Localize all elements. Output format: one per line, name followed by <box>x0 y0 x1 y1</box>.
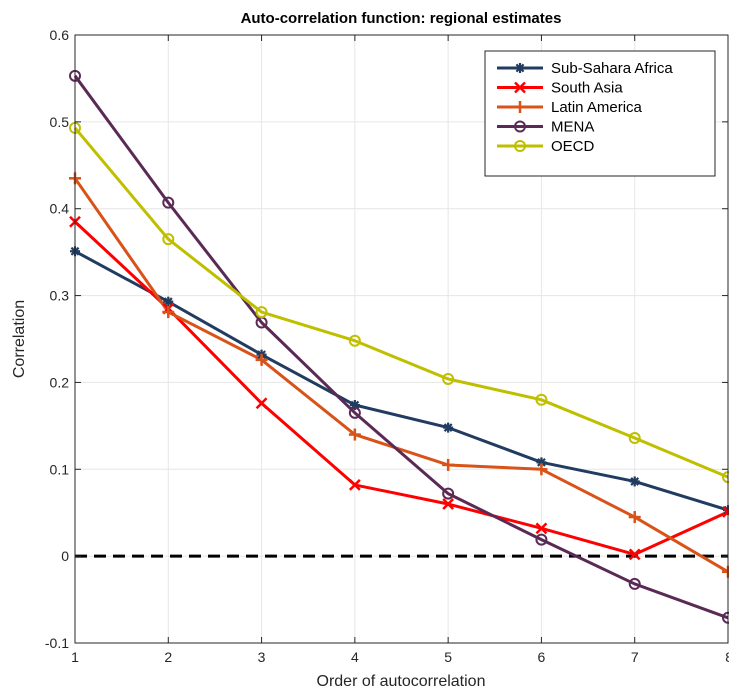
data-point-south-asia <box>442 498 455 510</box>
legend-label: MENA <box>551 119 594 136</box>
y-tick-label: 0.5 <box>50 114 70 130</box>
data-point-south-asia <box>535 522 548 535</box>
legend-item-mena: MENA <box>497 119 594 136</box>
data-point-latin-america <box>442 458 455 471</box>
data-point-oecd <box>255 306 268 319</box>
series-lines <box>73 74 729 620</box>
data-point-oecd <box>348 334 361 347</box>
series-line-latin-america <box>73 177 729 574</box>
data-point-sub-sahara-africa <box>443 422 454 433</box>
data-point-mena <box>442 487 455 500</box>
x-tick-label: 3 <box>258 649 266 665</box>
data-point-oecd <box>162 233 175 246</box>
legend-item-sub-sahara-africa: Sub-Sahara Africa <box>497 60 673 77</box>
data-point-latin-america <box>535 463 548 476</box>
legend-label: OECD <box>551 138 595 155</box>
data-point-oecd <box>535 393 548 406</box>
axes-box <box>74 34 729 644</box>
y-tick-label: 0.2 <box>50 374 70 390</box>
legend-label: South Asia <box>551 80 623 97</box>
data-point-sub-sahara-africa <box>629 476 640 487</box>
y-tick-label: 0.4 <box>50 201 70 217</box>
data-point-latin-america <box>628 511 641 524</box>
data-point-latin-america <box>162 306 175 319</box>
data-point-mena <box>348 406 361 419</box>
data-point-mena <box>628 577 641 590</box>
axes <box>74 34 729 644</box>
data-point-oecd <box>628 432 641 445</box>
legend-item-latin-america: Latin America <box>497 99 643 116</box>
chart-title: Auto-correlation function: regional esti… <box>241 10 562 27</box>
legend-label: Sub-Sahara Africa <box>551 60 673 77</box>
data-point-latin-america <box>255 353 268 366</box>
y-tick-label: 0.3 <box>50 288 70 304</box>
series-line-oecd <box>73 126 729 479</box>
series-line-sub-sahara-africa <box>74 249 729 512</box>
series-line-mena <box>73 74 729 620</box>
y-tick-label: 0.1 <box>50 461 70 477</box>
data-point-oecd <box>442 372 455 385</box>
legend: Sub-Sahara Africa South Asia Latin America… <box>484 50 716 177</box>
data-point-sub-sahara-africa <box>536 457 547 468</box>
legend-marker <box>514 101 526 113</box>
data-point-mena <box>535 533 548 546</box>
x-tick-label: 6 <box>538 649 546 665</box>
data-point-south-asia <box>255 397 268 410</box>
data-point-south-asia <box>348 479 361 491</box>
x-tick-label: 5 <box>444 649 452 665</box>
legend-marker <box>514 81 526 94</box>
tick-labels: 1 2 3 4 5 6 7 8 -0.1 0 0.1 0.2 0.3 0.4 0.5 0.6 <box>45 27 729 665</box>
legend-marker <box>514 140 526 152</box>
y-tick-label: 0 <box>61 548 69 564</box>
legend-marker <box>514 120 526 133</box>
x-tick-label: 1 <box>71 649 79 665</box>
series-line-south-asia <box>73 220 729 556</box>
data-point-south-asia <box>628 548 641 561</box>
x-tick-label: 8 <box>725 649 729 665</box>
data-point-sub-sahara-africa <box>163 296 174 307</box>
x-axis-label: Order of autocorrelation <box>317 673 486 690</box>
data-point-mena <box>162 196 175 209</box>
legend-label: Latin America <box>551 99 643 116</box>
y-tick-label: 0.6 <box>50 27 70 43</box>
legend-item-south-asia: South Asia <box>497 80 623 97</box>
legend-marker <box>515 63 525 73</box>
y-axis-label: Correlation <box>11 300 28 378</box>
series-markers <box>69 69 729 624</box>
y-tick-label: -0.1 <box>45 635 69 651</box>
x-tick-label: 2 <box>164 649 172 665</box>
x-tick-label: 4 <box>351 649 359 665</box>
x-tick-label: 7 <box>631 649 639 665</box>
data-point-latin-america <box>348 428 361 441</box>
legend-item-oecd: OECD <box>497 138 595 155</box>
